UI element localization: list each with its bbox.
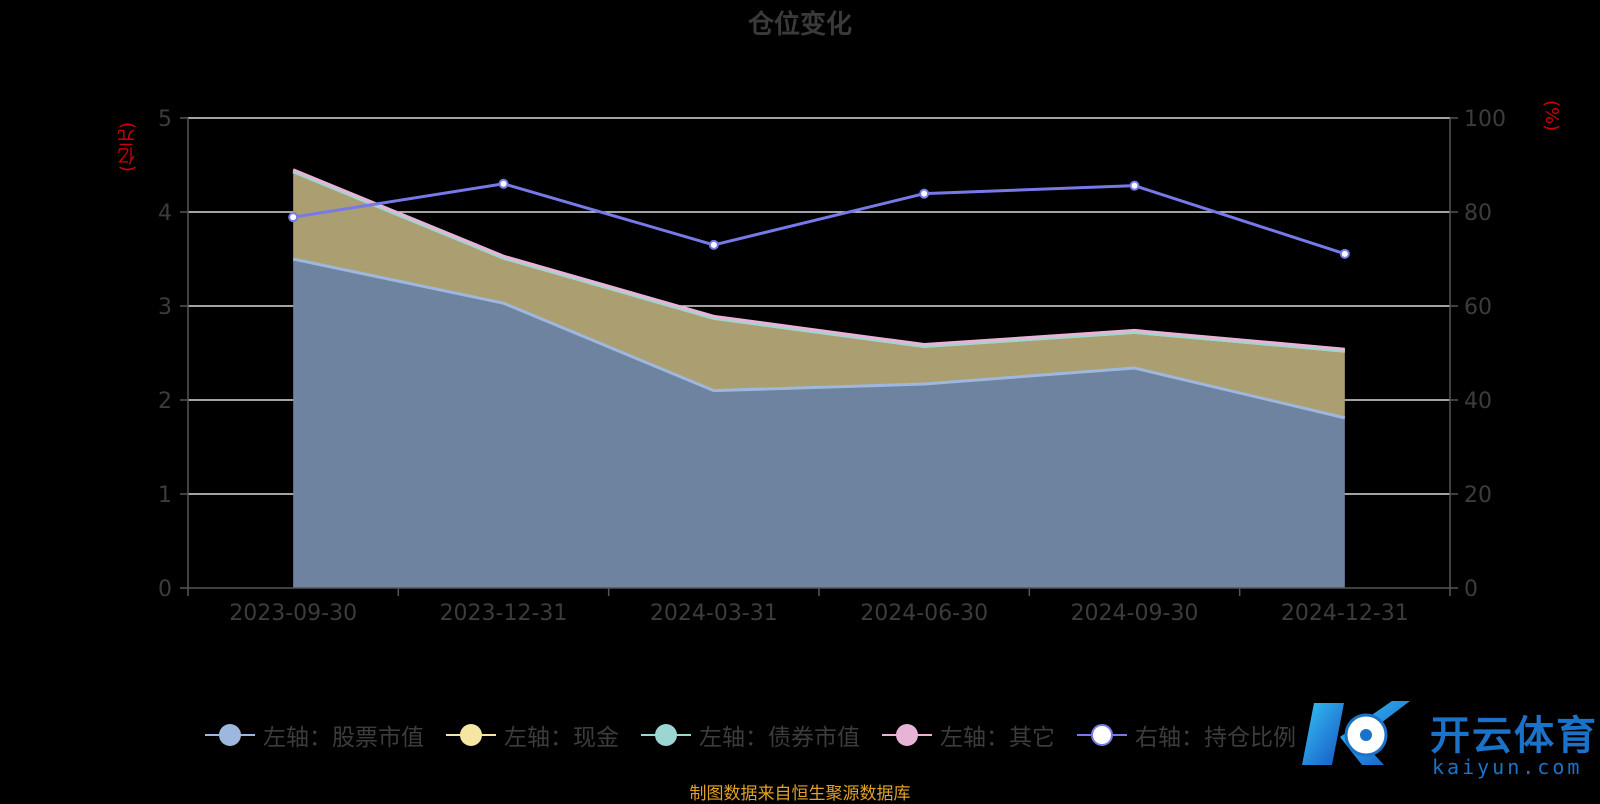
x-axis-tick-label: 2024-09-30 xyxy=(1071,601,1199,626)
legend-marker-bond xyxy=(641,722,691,748)
legend-marker-stock xyxy=(205,722,255,748)
area-fill-0 xyxy=(293,259,1345,588)
legend-item-bond[interactable]: 左轴：债券市值 xyxy=(641,718,860,752)
legend-marker-position-ratio xyxy=(1077,722,1127,748)
legend-label-bond: 左轴：债券市值 xyxy=(699,725,860,751)
x-axis-tick-label: 2023-09-30 xyxy=(229,601,357,626)
legend: 左轴：股票市值 左轴：现金 左轴：债券市值 左轴：其它 右轴：持仓比例 xyxy=(205,718,1318,752)
legend-label-stock: 左轴：股票市值 xyxy=(263,725,424,751)
k-logo-icon xyxy=(1302,701,1410,765)
ratio-point xyxy=(1339,248,1350,259)
legend-item-stock[interactable]: 左轴：股票市值 xyxy=(205,718,424,752)
ratio-line xyxy=(292,182,1346,256)
right-axis-tick-label: 100 xyxy=(1464,107,1506,132)
legend-item-position-ratio[interactable]: 右轴：持仓比例 xyxy=(1077,718,1296,752)
legend-label-other: 左轴：其它 xyxy=(940,725,1055,751)
watermark-text: 开云体育 xyxy=(1430,713,1598,759)
right-axis-tick-label: 80 xyxy=(1464,201,1492,226)
area-line-0 xyxy=(292,257,1346,420)
source-note: 制图数据来自恒生聚源数据库 xyxy=(689,784,911,804)
left-axis-tick-label: 2 xyxy=(158,389,172,414)
area-line-2 xyxy=(292,170,1345,353)
area-line-3 xyxy=(292,168,1345,351)
legend-label-position-ratio: 右轴：持仓比例 xyxy=(1135,725,1296,751)
left-axis-tick-label: 3 xyxy=(158,295,172,320)
ratio-point xyxy=(1129,180,1140,191)
ratio-point xyxy=(919,188,930,199)
ratio-point xyxy=(708,239,719,250)
left-axis-tick-label: 5 xyxy=(158,107,172,132)
x-axis-tick-label: 2023-12-31 xyxy=(440,601,568,626)
ratio-point xyxy=(288,212,299,223)
left-axis-unit: (亿元) xyxy=(117,122,138,173)
x-axis-tick-label: 2024-03-31 xyxy=(650,601,778,626)
legend-label-cash: 左轴：现金 xyxy=(504,725,619,751)
chart-title: 仓位变化 xyxy=(747,10,852,40)
ratio-point xyxy=(498,178,509,189)
legend-item-cash[interactable]: 左轴：现金 xyxy=(446,718,619,752)
area-fill-1 xyxy=(293,171,1345,418)
watermark-logo: 开云体育 kaiyun.com xyxy=(1300,695,1600,790)
left-axis-tick-label: 4 xyxy=(158,201,172,226)
watermark-subtext: kaiyun.com xyxy=(1432,755,1583,779)
legend-marker-cash xyxy=(446,722,496,748)
right-axis-tick-label: 40 xyxy=(1464,389,1492,414)
right-axis-tick-label: 20 xyxy=(1464,483,1492,508)
right-axis-tick-label: 0 xyxy=(1464,577,1478,602)
x-axis-tick-label: 2024-12-31 xyxy=(1281,601,1409,626)
legend-marker-other xyxy=(882,722,932,748)
right-axis-unit: (%) xyxy=(1541,100,1562,132)
x-axis-tick-label: 2024-06-30 xyxy=(860,601,988,626)
legend-item-other[interactable]: 左轴：其它 xyxy=(882,718,1055,752)
left-axis-tick-label: 0 xyxy=(158,577,172,602)
left-axis-tick-label: 1 xyxy=(158,483,172,508)
right-axis-tick-label: 60 xyxy=(1464,295,1492,320)
